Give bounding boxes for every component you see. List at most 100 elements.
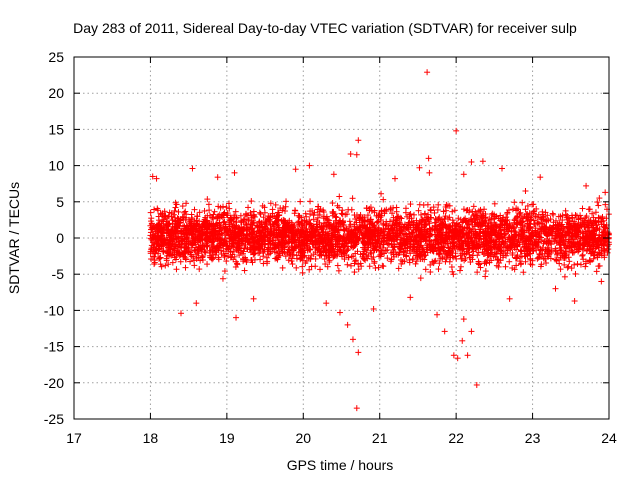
data-point bbox=[446, 202, 453, 209]
data-point bbox=[372, 265, 379, 272]
data-point bbox=[334, 262, 341, 269]
data-point bbox=[450, 352, 457, 359]
data-point bbox=[590, 214, 597, 221]
y-tick-label: 20 bbox=[48, 85, 64, 101]
data-point bbox=[537, 174, 544, 181]
data-point bbox=[355, 349, 362, 356]
data-point bbox=[482, 268, 489, 275]
data-point bbox=[583, 182, 590, 189]
data-point bbox=[323, 300, 330, 307]
data-point bbox=[511, 199, 518, 206]
data-point bbox=[410, 256, 417, 263]
data-point bbox=[329, 200, 336, 207]
data-point bbox=[441, 328, 448, 335]
data-point bbox=[191, 262, 198, 269]
x-axis-label: GPS time / hours bbox=[287, 457, 394, 473]
data-point bbox=[248, 198, 255, 205]
data-point bbox=[460, 171, 467, 178]
data-point bbox=[199, 253, 206, 260]
data-point bbox=[349, 336, 356, 343]
data-point bbox=[355, 137, 362, 144]
data-point bbox=[147, 209, 154, 216]
data-point bbox=[402, 209, 409, 216]
data-point bbox=[251, 213, 258, 220]
data-point bbox=[197, 257, 204, 264]
data-point bbox=[468, 328, 475, 335]
data-point bbox=[338, 210, 345, 217]
data-point bbox=[196, 266, 203, 273]
data-point bbox=[179, 203, 186, 210]
data-point bbox=[293, 255, 300, 262]
x-tick-label: 22 bbox=[448, 430, 464, 446]
data-point bbox=[562, 207, 569, 214]
data-point bbox=[454, 355, 461, 362]
data-point bbox=[346, 218, 353, 225]
data-point bbox=[483, 260, 490, 267]
data-point bbox=[506, 258, 513, 265]
data-point bbox=[178, 310, 184, 317]
data-point bbox=[344, 261, 351, 268]
data-point bbox=[205, 201, 212, 208]
data-point bbox=[261, 209, 268, 216]
data-point bbox=[499, 165, 505, 172]
data-point bbox=[353, 151, 360, 158]
data-point bbox=[345, 206, 352, 213]
data-point bbox=[283, 198, 290, 205]
data-point bbox=[223, 204, 230, 211]
data-point bbox=[436, 260, 443, 267]
data-point bbox=[427, 206, 434, 213]
data-point bbox=[299, 263, 306, 270]
y-tick-label: -5 bbox=[52, 266, 65, 282]
data-point bbox=[406, 256, 413, 263]
y-tick-label: 25 bbox=[48, 49, 64, 65]
data-point bbox=[449, 208, 456, 215]
data-point bbox=[427, 207, 434, 214]
y-tick-label: -25 bbox=[44, 411, 64, 427]
data-point bbox=[370, 305, 377, 312]
data-point bbox=[172, 199, 179, 206]
data-point bbox=[380, 263, 387, 270]
data-point bbox=[292, 166, 299, 173]
chart-title: Day 283 of 2011, Sidereal Day-to-day VTE… bbox=[73, 20, 577, 36]
data-point bbox=[595, 263, 602, 270]
data-point bbox=[417, 275, 424, 282]
data-point bbox=[561, 273, 568, 280]
data-point bbox=[293, 264, 300, 271]
data-point bbox=[464, 352, 471, 359]
data-point bbox=[552, 235, 559, 242]
data-point bbox=[574, 260, 581, 267]
x-tick-label: 17 bbox=[66, 430, 82, 446]
data-point bbox=[451, 207, 458, 214]
data-point bbox=[420, 202, 427, 209]
data-point bbox=[426, 169, 433, 176]
data-point bbox=[285, 257, 292, 264]
data-point bbox=[468, 158, 475, 165]
y-axis-label: SDTVAR / TECUs bbox=[6, 182, 22, 294]
data-point bbox=[162, 262, 169, 269]
data-point bbox=[506, 295, 513, 302]
data-point bbox=[537, 226, 544, 233]
data-point bbox=[336, 193, 343, 200]
y-tick-label: 10 bbox=[48, 158, 64, 174]
data-point bbox=[513, 262, 520, 269]
data-point bbox=[479, 158, 486, 165]
y-tick-label: -15 bbox=[44, 339, 64, 355]
data-point bbox=[211, 208, 218, 215]
x-tick-label: 21 bbox=[372, 430, 388, 446]
data-point bbox=[336, 309, 343, 316]
data-point bbox=[434, 206, 441, 213]
data-point bbox=[312, 255, 319, 262]
data-point bbox=[602, 189, 609, 196]
data-point bbox=[443, 229, 450, 236]
y-tick-label: 5 bbox=[56, 194, 64, 210]
data-point bbox=[189, 165, 196, 172]
data-point bbox=[529, 201, 536, 208]
data-point bbox=[552, 285, 559, 292]
data-point bbox=[201, 207, 208, 214]
data-point bbox=[191, 206, 198, 213]
data-point bbox=[407, 211, 414, 218]
data-point bbox=[398, 215, 405, 222]
data-point bbox=[299, 269, 306, 276]
data-point bbox=[351, 212, 358, 219]
data-point bbox=[522, 188, 529, 195]
